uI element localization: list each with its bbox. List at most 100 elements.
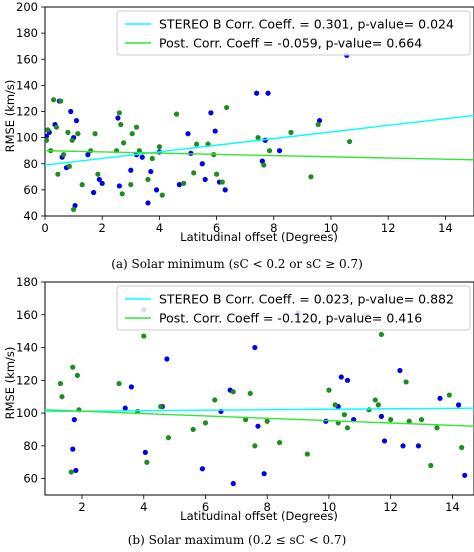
chart-b-blue-point (381, 438, 388, 444)
chart-a-blue-point (276, 148, 283, 154)
chart-b-legend-stereo-b-label: STEREO B Corr. Coeff. = 0.023, p-value= … (159, 292, 454, 307)
chart-b-green-point (326, 387, 332, 393)
chart-a-green-point (181, 180, 187, 186)
chart-a-green-point (75, 131, 81, 137)
chart-a-blue-point (185, 131, 191, 137)
chart-a-green-point (71, 206, 77, 213)
chart-b-green-point (230, 389, 236, 395)
chart-a-blue-point (128, 167, 134, 173)
chart-b-plot-group: 2 4 6 8 10 12 14 60 80 100 120 140 160 180 STEREO B Co… (16, 275, 474, 514)
chart-b-green-point (158, 403, 164, 410)
chart-b-y-tick-label: 100 (16, 406, 38, 420)
chart-a-x-tick-label: 4 (156, 221, 163, 235)
chart-b-green-point (70, 364, 76, 370)
chart-a-blue-point (45, 133, 50, 139)
chart-a-x-tick-label: 6 (213, 221, 220, 235)
chart-a-green-point (128, 182, 134, 188)
chart-a-blue-point (91, 189, 97, 196)
chart-a-green-point (92, 131, 98, 137)
chart-a-blue-point (72, 202, 78, 209)
chart-a-green-point (156, 144, 162, 150)
chart-b-blue-point (415, 443, 422, 449)
chart-a-green-point (308, 174, 314, 180)
chart-a-green-point (55, 171, 61, 177)
chart-a-green-point (116, 110, 122, 116)
chart-b-green-point (418, 417, 425, 423)
chart-a-green-point (191, 170, 197, 176)
chart-a-plot-group: 0 2 4 6 8 10 12 14 40 60 80 100 120 140 160 180 200 STERE… (16, 0, 474, 235)
chart-b-blue-point (255, 423, 261, 429)
chart-a-green-point (50, 97, 57, 103)
chart-a-x-tick-label: 14 (438, 221, 453, 235)
chart-a-green-point (288, 129, 294, 135)
chart-b-green-point (144, 459, 150, 465)
chart-a-green-point (88, 148, 94, 154)
chart-a-green-point (79, 182, 85, 188)
chart-b-x-tick-label: 12 (383, 500, 398, 514)
chart-b-green-point (141, 333, 147, 339)
chart-a-x-tick-label: 8 (270, 221, 277, 235)
chart-b-blue-point (462, 472, 468, 478)
chart-b-y-tick-label: 180 (16, 275, 38, 289)
chart-b-y-tick-label: 140 (16, 341, 38, 355)
chart-a-y-tick-label: 140 (16, 78, 38, 92)
chart-b-blue-point (437, 395, 443, 401)
chart-a-blue-point (254, 90, 260, 96)
chart-a-y-tick-label: 180 (16, 26, 38, 40)
chart-a-green-point (45, 127, 51, 133)
chart-b-blue-point (252, 344, 258, 351)
chart-b-blue-point (261, 471, 267, 477)
chart-a-green-point (346, 138, 353, 145)
chart-b-legend-box (116, 285, 471, 331)
chart-b-blue-point (122, 405, 128, 411)
chart-b-blue-point (71, 417, 77, 423)
chart-a-green-point (224, 104, 230, 111)
chart-a-green-point (219, 179, 225, 185)
chart-b-y-tick-label: 80 (23, 439, 38, 453)
chart-b-green-point (341, 412, 347, 418)
chart-b-green-point (57, 380, 64, 387)
chart-b-y-axis-label: RMSE (km/s) (3, 347, 17, 420)
chart-b-green-point (304, 451, 310, 457)
chart-b-green-point (428, 462, 434, 469)
chart-b-x-tick-label: 6 (202, 500, 209, 514)
chart-a-y-tick-label: 60 (23, 183, 38, 197)
chart-b-green-point (74, 372, 81, 378)
chart-b-green-point (212, 397, 218, 403)
chart-b-green-point (165, 435, 172, 441)
chart-a-blue-point (265, 90, 271, 96)
chart-a-blue-point (199, 161, 205, 167)
chart-a-green-point (133, 124, 140, 130)
chart-a-blue-point (316, 118, 323, 124)
chart-b-stereo-b-fit-line (45, 407, 474, 413)
chart-b-blue-point (400, 443, 406, 449)
chart-b-blue-point (230, 480, 236, 487)
chart-a-blue-point (153, 187, 160, 193)
chart-a-green-point (95, 171, 101, 177)
chart-a-green-point (193, 141, 200, 147)
chart-b-x-tick-label: 14 (445, 500, 460, 514)
chart-a-green-point (65, 129, 71, 135)
chart-b-caption: (b) Solar maximum (0.2 ≤ sC < 0.7) (128, 533, 347, 547)
chart-b-blue-point (142, 449, 148, 455)
chart-a-green-point (255, 135, 261, 141)
chart-a-green-point (173, 111, 180, 117)
chart-a-blue-point (68, 108, 74, 115)
chart-a: 0 2 4 6 8 10 12 14 40 60 80 100 120 140 160 180 200 STERE… (3, 0, 474, 271)
chart-b-data-group (45, 307, 474, 487)
chart-b-blue-point (199, 466, 206, 472)
chart-b-x-tick-label: 8 (264, 500, 271, 514)
chart-a-green-point (159, 192, 165, 198)
chart-b-blue-point (70, 446, 76, 452)
chart-a-blue-point (176, 182, 183, 188)
chart-b-post-fit-line (45, 409, 474, 427)
chart-b-x-tick-label: 2 (78, 500, 85, 514)
chart-b-green-point (378, 331, 385, 338)
chart-b-green-point (388, 417, 394, 423)
chart-a-green-point (145, 176, 151, 183)
chart-a-x-tick-label: 12 (381, 221, 396, 235)
chart-a-blue-point (145, 200, 151, 206)
chart-b-green-point (344, 425, 351, 431)
chart-b-green-point (252, 443, 258, 449)
chart-a-y-tick-label: 100 (16, 131, 38, 145)
